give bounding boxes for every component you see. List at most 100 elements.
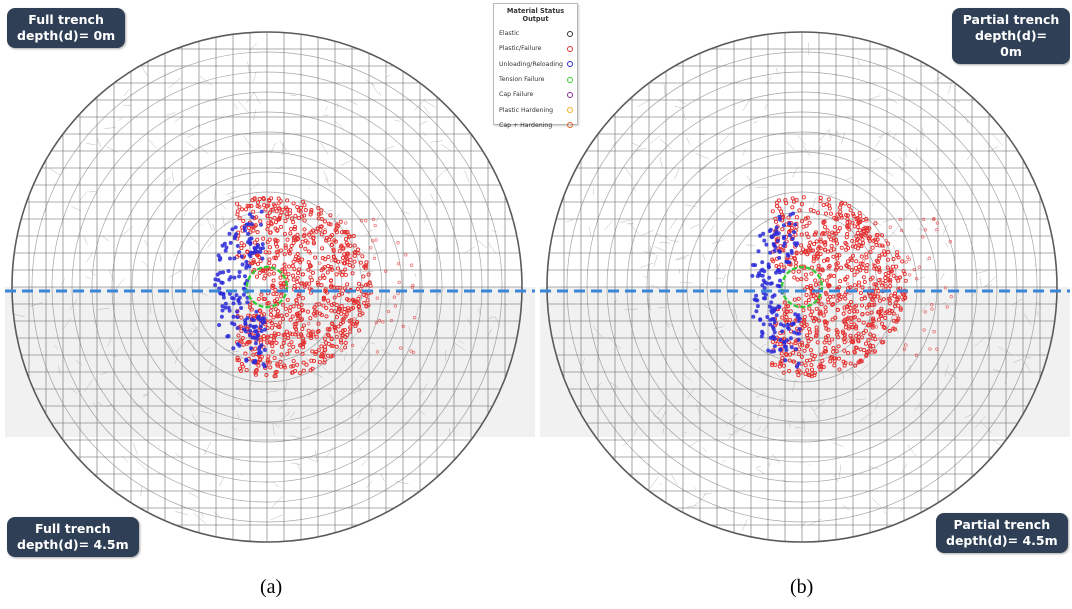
unloading-point (233, 225, 238, 230)
unloading-point (240, 262, 245, 267)
plastic-point (296, 334, 301, 339)
mesh-line (669, 217, 678, 230)
plastic-point (819, 364, 824, 370)
mesh-line (719, 131, 732, 145)
mesh-line (802, 144, 811, 157)
plastic-point (332, 324, 337, 329)
mesh-line (699, 492, 707, 502)
plastic-point (333, 228, 338, 233)
mesh-line (372, 249, 385, 256)
plastic-point (316, 212, 321, 217)
mesh-line (62, 318, 71, 331)
plastic-point (839, 245, 844, 250)
plastic-point (860, 237, 865, 242)
plastic-point (270, 349, 275, 354)
plastic-point (794, 250, 799, 255)
mesh-line (419, 410, 426, 416)
mesh-line (839, 464, 841, 478)
mesh-line (841, 217, 846, 220)
plastic-point (282, 252, 287, 257)
plastic-point (819, 302, 824, 307)
plastic-point (827, 340, 832, 345)
plastic-point (799, 354, 804, 359)
mesh-line (305, 456, 317, 463)
plastic-point (271, 337, 276, 342)
plastic-point (348, 325, 353, 330)
plastic-point (888, 225, 892, 229)
plastic-point (308, 212, 313, 217)
plastic-point (797, 208, 802, 213)
plastic-point (291, 344, 296, 349)
mesh-line (785, 141, 795, 151)
mesh-line (593, 382, 602, 391)
plastic-point (779, 359, 784, 364)
plastic-point (823, 346, 828, 351)
mesh-line (187, 133, 195, 138)
mesh-line (634, 147, 647, 152)
plastic-point (872, 349, 878, 354)
plastic-point (287, 342, 292, 347)
unloading-point (772, 232, 777, 237)
plastic-point (832, 231, 837, 236)
plastic-point (343, 272, 348, 277)
plastic-point (781, 307, 787, 312)
plastic-point (845, 316, 850, 322)
plastic-point (804, 292, 809, 298)
unloading-point (768, 322, 773, 327)
unloading-point (787, 260, 792, 265)
mesh-line (660, 410, 667, 424)
mesh-line (346, 331, 359, 345)
plastic-point (867, 236, 872, 241)
mesh-line (900, 209, 914, 223)
plastic-point (818, 362, 823, 367)
plastic-point (268, 230, 273, 235)
plastic-point (351, 305, 356, 311)
mesh-line (841, 132, 846, 144)
plastic-point (885, 265, 890, 270)
legend-marker-icon (567, 107, 573, 114)
mesh-line (464, 170, 470, 183)
plastic-point (855, 269, 860, 274)
unloading-point (251, 324, 256, 329)
mesh-line (875, 401, 879, 410)
mesh-line (755, 468, 764, 474)
mesh-line (371, 82, 379, 95)
mesh-line (326, 446, 334, 458)
plastic-point (308, 269, 313, 274)
plastic-point (275, 362, 280, 367)
mesh-line (701, 164, 708, 171)
mesh-line (318, 362, 331, 375)
mesh-line (188, 234, 200, 246)
mesh-line (619, 219, 631, 223)
plastic-point (870, 350, 874, 355)
plastic-point (826, 300, 831, 305)
mesh-line (296, 462, 301, 472)
plastic-point (881, 297, 886, 302)
unloading-point (756, 249, 761, 254)
mesh-line (647, 298, 652, 311)
plastic-point (255, 261, 261, 267)
plastic-point (872, 302, 877, 307)
unloading-point (761, 296, 766, 301)
plastic-point (309, 336, 314, 341)
plastic-point (828, 211, 833, 216)
plastic-point (263, 207, 268, 212)
plastic-point (845, 281, 850, 286)
plastic-point (340, 334, 345, 339)
plastic-point (291, 201, 296, 206)
mesh-line (1004, 349, 1013, 356)
unloading-point (257, 347, 262, 352)
plastic-point (845, 213, 850, 218)
mesh-line (1011, 299, 1023, 306)
unloading-point (248, 329, 253, 333)
mesh-line (871, 497, 882, 508)
mesh-line (279, 140, 290, 154)
plastic-point (855, 309, 860, 314)
unloading-point (243, 322, 248, 327)
plastic-point (802, 314, 807, 320)
mesh-line (444, 349, 447, 362)
plastic-point (296, 255, 301, 260)
mesh-line (888, 225, 900, 239)
plastic-point (945, 305, 949, 309)
mesh-line (429, 172, 443, 186)
